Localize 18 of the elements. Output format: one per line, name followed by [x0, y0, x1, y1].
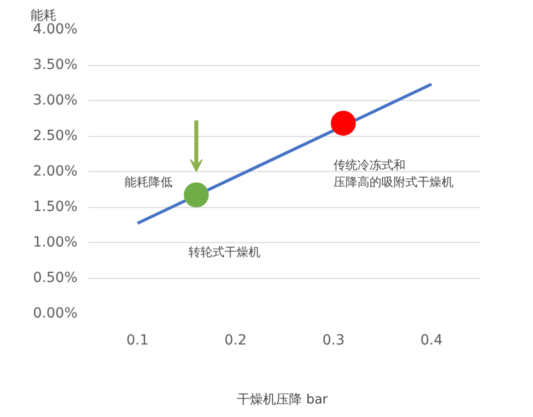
y-tick-label: 1.00% — [33, 234, 78, 250]
y-tick-label: 2.50% — [33, 128, 78, 144]
y-tick-label: 0.00% — [33, 306, 78, 322]
x-tick-label: 0.2 — [224, 332, 247, 348]
annotation: 传统冷冻式和压降高的吸附式干燥机 — [333, 158, 454, 190]
annotation: 转轮式干燥机 — [188, 244, 260, 259]
x-tick-label: 0.1 — [126, 332, 149, 348]
x-tick-label: 0.3 — [322, 332, 345, 348]
x-tick-label: 0.4 — [420, 332, 443, 348]
y-tick-label: 3.50% — [33, 57, 78, 73]
annotation: 能耗降低 — [124, 174, 172, 189]
y-tick-label: 0.50% — [33, 270, 78, 286]
y-tick-label: 4.00% — [33, 22, 78, 38]
x-axis-title: 干燥机压降 bar — [237, 392, 328, 408]
y-tick-label: 2.00% — [33, 164, 78, 180]
y-tick-label: 3.00% — [33, 92, 78, 108]
y-tick-label: 1.50% — [33, 199, 78, 215]
y-axis-title: 能耗 — [30, 8, 56, 24]
